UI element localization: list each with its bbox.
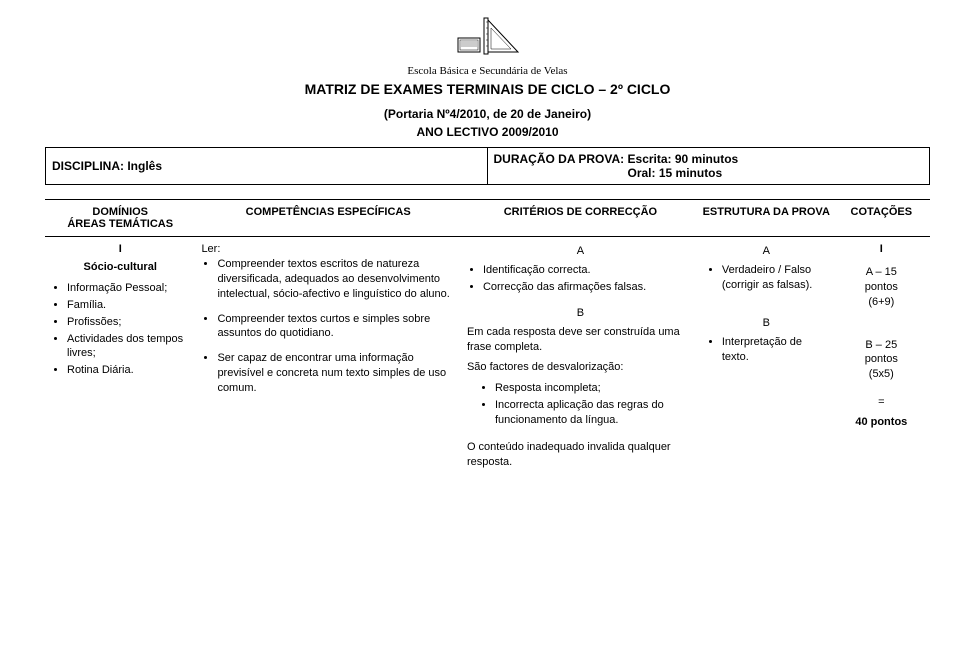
academic-year: ANO LECTIVO 2009/2010: [45, 125, 930, 139]
cot-a-l2: pontos: [865, 281, 898, 293]
competencias-list: Compreender textos escritos de natureza …: [201, 257, 455, 302]
header-estrutura: ESTRUTURA DA PROVA: [700, 200, 833, 237]
list-item: Correcção das afirmações falsas.: [483, 280, 694, 295]
document-title: MATRIZ DE EXAMES TERMINAIS DE CICLO – 2º…: [45, 81, 930, 97]
cotacoes-eq: =: [839, 396, 924, 408]
cell-criterios: A Identificação correcta. Correcção das …: [461, 237, 700, 482]
duration-label: DURAÇÃO DA PROVA:: [494, 152, 625, 166]
desval-list: Resposta incompleta; Incorrecta aplicaçã…: [467, 381, 694, 428]
cot-a-l1: A – 15: [866, 266, 897, 278]
header-competencias: COMPETÊNCIAS ESPECÍFICAS: [195, 200, 461, 237]
cell-competencias: Ler: Compreender textos escritos de natu…: [195, 237, 461, 482]
cell-estrutura: A Verdadeiro / Falso (corrigir as falsas…: [700, 237, 833, 482]
list-item: Actividades dos tempos livres;: [67, 332, 189, 362]
estrutura-a-label: A: [706, 245, 827, 257]
duration-oral: Oral: 15 minutos: [628, 166, 723, 180]
discipline-cell: DISCIPLINA: Inglês: [45, 147, 488, 185]
criterios-a-label: A: [467, 245, 694, 257]
school-logo-icon: [448, 10, 528, 60]
duration-escrita: Escrita: 90 minutos: [628, 152, 739, 166]
school-name: Escola Básica e Secundária de Velas: [45, 65, 930, 77]
discipline-label: DISCIPLINA:: [52, 159, 124, 173]
ler-label: Ler:: [201, 243, 455, 255]
list-item: Interpretação de texto.: [722, 335, 827, 365]
criterios-footer: O conteúdo inadequado invalida qualquer …: [467, 440, 694, 470]
list-item: Resposta incompleta;: [495, 381, 694, 396]
cell-dominios: I Sócio-cultural Informação Pessoal; Fam…: [45, 237, 195, 482]
estrutura-b-label: B: [706, 317, 827, 329]
cot-b-l3: (5x5): [869, 368, 894, 380]
header-criterios: CRITÉRIOS DE CORRECÇÃO: [461, 200, 700, 237]
header-dominios: DOMÍNIOS ÁREAS TEMÁTICAS: [45, 200, 195, 237]
list-item: Informação Pessoal;: [67, 281, 189, 296]
list-item: Compreender textos escritos de natureza …: [217, 257, 455, 302]
logo-area: [45, 10, 930, 65]
criterios-a-list: Identificação correcta. Correcção das af…: [467, 263, 694, 295]
desval-title: São factores de desvalorização:: [467, 360, 694, 375]
dominios-list: Informação Pessoal; Família. Profissões;…: [51, 281, 189, 378]
main-table: DOMÍNIOS ÁREAS TEMÁTICAS COMPETÊNCIAS ES…: [45, 199, 930, 481]
list-item: Profissões;: [67, 315, 189, 330]
cotacoes-a: A – 15 pontos (6+9): [839, 265, 924, 310]
list-item: Identificação correcta.: [483, 263, 694, 278]
header-dominios-l2: ÁREAS TEMÁTICAS: [67, 218, 173, 230]
cot-a-l3: (6+9): [868, 296, 894, 308]
dominios-socio: Sócio-cultural: [51, 261, 189, 273]
page: Escola Básica e Secundária de Velas MATR…: [0, 0, 960, 667]
duration-cell: DURAÇÃO DA PROVA: Escrita: 90 minutos DU…: [488, 147, 931, 185]
table-header-row: DOMÍNIOS ÁREAS TEMÁTICAS COMPETÊNCIAS ES…: [45, 200, 930, 237]
estrutura-a-list: Verdadeiro / Falso (corrigir as falsas).: [706, 263, 827, 293]
list-item: Rotina Diária.: [67, 363, 189, 378]
estrutura-b-list: Interpretação de texto.: [706, 335, 827, 365]
cotacoes-b: B – 25 pontos (5x5): [839, 338, 924, 383]
cot-b-l2: pontos: [865, 353, 898, 365]
header-cotacoes: COTAÇÕES: [833, 200, 930, 237]
portaria: (Portaria Nº4/2010, de 20 de Janeiro): [45, 107, 930, 121]
list-item: Ser capaz de encontrar uma informação pr…: [217, 351, 455, 396]
discipline-row: DISCIPLINA: Inglês DURAÇÃO DA PROVA: Esc…: [45, 147, 930, 185]
competencias-list-2: Compreender textos curtos e simples sobr…: [201, 312, 455, 342]
table-row: I Sócio-cultural Informação Pessoal; Fam…: [45, 237, 930, 482]
cell-cotacoes: I A – 15 pontos (6+9) B – 25 pontos (5x5…: [833, 237, 930, 482]
list-item: Família.: [67, 298, 189, 313]
criterios-b-text: Em cada resposta deve ser construída uma…: [467, 325, 694, 355]
list-item: Compreender textos curtos e simples sobr…: [217, 312, 455, 342]
criterios-b-label: B: [467, 307, 694, 319]
cotacoes-total: 40 pontos: [839, 416, 924, 428]
discipline-value: Inglês: [127, 159, 162, 173]
header-dominios-l1: DOMÍNIOS: [92, 206, 148, 218]
list-item: Incorrecta aplicação das regras do funci…: [495, 398, 694, 428]
dominios-roman: I: [51, 243, 189, 255]
cot-b-l1: B – 25: [865, 339, 897, 351]
header-competencias-text: COMPETÊNCIAS ESPECÍFICAS: [246, 206, 411, 218]
competencias-list-3: Ser capaz de encontrar uma informação pr…: [201, 351, 455, 396]
cotacoes-roman: I: [839, 243, 924, 255]
list-item: Verdadeiro / Falso (corrigir as falsas).: [722, 263, 827, 293]
